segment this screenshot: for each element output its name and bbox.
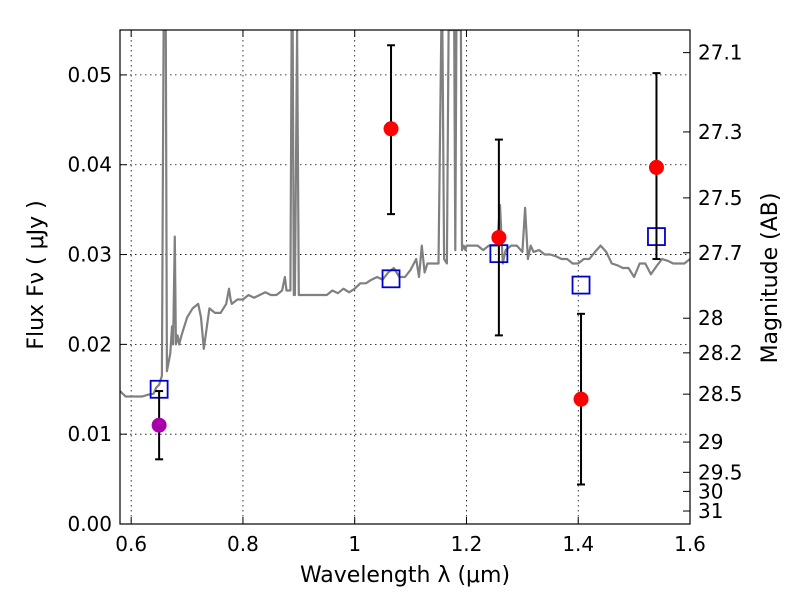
y2-tick-label: 28 [698, 306, 723, 330]
model-spectrum-line [120, 30, 690, 398]
y-tick-label: 0.02 [67, 332, 112, 356]
x-tick-label: 1.6 [674, 532, 706, 556]
y2-tick-label: 29.5 [698, 460, 743, 484]
y2-tick-label: 28.2 [698, 341, 743, 365]
x-axis-label: Wavelength λ (μm) [300, 563, 510, 588]
observed-point-red [648, 159, 664, 175]
y2-axis-label: Magnitude (AB) [758, 193, 783, 364]
y2-tick-label: 27.7 [698, 241, 743, 265]
x-tick-label: 1 [348, 532, 361, 556]
observed-point-magenta [151, 417, 167, 433]
y-tick-label: 0.03 [67, 243, 112, 267]
y2-tick-label: 27.3 [698, 120, 743, 144]
y-tick-label: 0.05 [67, 63, 112, 87]
plot-frame [119, 29, 691, 525]
observed-point-red [383, 121, 399, 137]
x-tick-label: 0.6 [115, 532, 147, 556]
observed-point-red [573, 391, 589, 407]
y-tick-label: 0.00 [67, 512, 112, 536]
model-photometry-square [381, 269, 401, 289]
y-tick-label: 0.01 [67, 422, 112, 446]
x-tick-label: 1.2 [451, 532, 483, 556]
y2-tick-label: 27.5 [698, 186, 743, 210]
x-tick-label: 1.4 [562, 532, 594, 556]
y-tick-label: 0.04 [67, 153, 112, 177]
y2-tick-label: 28.5 [698, 382, 743, 406]
y2-tick-label: 30 [698, 479, 723, 503]
y-axis-label: Flux Fν ( μJy ) [24, 200, 49, 349]
observed-point-red [491, 229, 507, 245]
model-photometry-square [571, 275, 591, 295]
data-points-layer [149, 44, 666, 486]
axis-ticks: 0.6 0.8 1 1.2 1.4 1.6 0.00 0.01 0.02 0.03 0.04 0.05… [67, 30, 743, 556]
y2-tick-label: 31 [698, 499, 723, 523]
model-spectrum-layer [120, 30, 690, 398]
y2-tick-label: 29 [698, 430, 723, 454]
x-tick-label: 0.8 [227, 532, 259, 556]
y2-tick-label: 27.1 [698, 41, 743, 65]
